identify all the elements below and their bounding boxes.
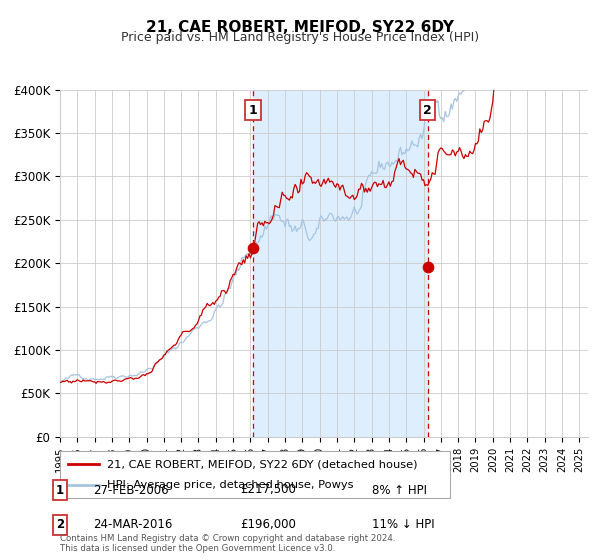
Point bbox=[248, 244, 258, 253]
Text: 21, CAE ROBERT, MEIFOD, SY22 6DY: 21, CAE ROBERT, MEIFOD, SY22 6DY bbox=[146, 20, 454, 35]
Text: 1: 1 bbox=[56, 483, 64, 497]
Text: £196,000: £196,000 bbox=[240, 518, 296, 531]
Point bbox=[423, 262, 433, 271]
Text: £217,500: £217,500 bbox=[240, 483, 296, 497]
Text: 24-MAR-2016: 24-MAR-2016 bbox=[93, 518, 172, 531]
Text: 1: 1 bbox=[248, 104, 257, 117]
Text: Price paid vs. HM Land Registry's House Price Index (HPI): Price paid vs. HM Land Registry's House … bbox=[121, 31, 479, 44]
Text: 27-FEB-2006: 27-FEB-2006 bbox=[93, 483, 169, 497]
Text: 11% ↓ HPI: 11% ↓ HPI bbox=[372, 518, 434, 531]
Text: 21, CAE ROBERT, MEIFOD, SY22 6DY (detached house): 21, CAE ROBERT, MEIFOD, SY22 6DY (detach… bbox=[107, 459, 418, 469]
Text: 2: 2 bbox=[56, 518, 64, 531]
Bar bbox=[253, 90, 428, 437]
Text: HPI: Average price, detached house, Powys: HPI: Average price, detached house, Powy… bbox=[107, 480, 353, 490]
Text: 8% ↑ HPI: 8% ↑ HPI bbox=[372, 483, 427, 497]
Text: 2: 2 bbox=[423, 104, 432, 117]
Text: Contains HM Land Registry data © Crown copyright and database right 2024.
This d: Contains HM Land Registry data © Crown c… bbox=[60, 534, 395, 553]
